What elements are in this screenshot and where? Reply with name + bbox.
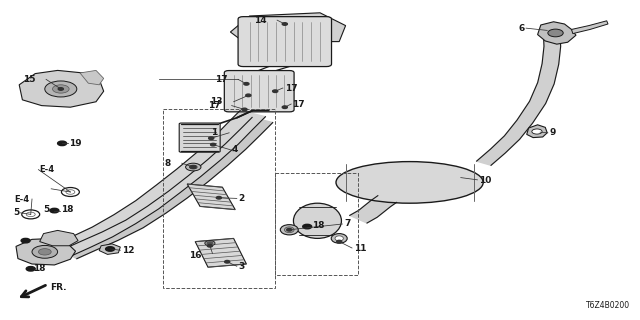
Circle shape	[273, 90, 278, 92]
Ellipse shape	[66, 190, 75, 194]
Text: 19: 19	[69, 139, 82, 148]
Text: 8: 8	[164, 159, 171, 168]
Ellipse shape	[332, 234, 348, 243]
Text: FR.: FR.	[50, 284, 67, 292]
Text: 1: 1	[211, 128, 218, 137]
Circle shape	[211, 143, 216, 146]
Polygon shape	[572, 21, 608, 34]
Circle shape	[189, 165, 197, 169]
Polygon shape	[19, 70, 104, 107]
Circle shape	[52, 85, 69, 93]
Circle shape	[242, 108, 247, 111]
Text: 6: 6	[518, 24, 525, 33]
Text: 3: 3	[238, 262, 244, 271]
Text: 7: 7	[344, 220, 351, 228]
Ellipse shape	[61, 188, 79, 196]
Circle shape	[21, 238, 30, 243]
Circle shape	[58, 88, 63, 90]
Ellipse shape	[26, 212, 35, 217]
Text: 17: 17	[292, 100, 305, 108]
Text: 18: 18	[61, 205, 74, 214]
Circle shape	[246, 94, 251, 97]
Polygon shape	[195, 238, 246, 267]
Text: 5: 5	[13, 208, 19, 217]
Circle shape	[532, 129, 542, 134]
Circle shape	[50, 208, 59, 213]
Circle shape	[548, 29, 563, 37]
Text: 16: 16	[189, 252, 202, 260]
Polygon shape	[187, 184, 236, 210]
Text: E-4: E-4	[40, 165, 55, 174]
Circle shape	[282, 23, 287, 25]
Circle shape	[32, 245, 58, 258]
Bar	[275, 173, 358, 275]
FancyBboxPatch shape	[179, 123, 220, 152]
FancyBboxPatch shape	[225, 71, 294, 112]
Circle shape	[337, 240, 342, 243]
Text: 2: 2	[238, 194, 244, 203]
Circle shape	[26, 267, 35, 271]
Circle shape	[205, 241, 215, 246]
Polygon shape	[230, 13, 346, 42]
Text: T6Z4B0200: T6Z4B0200	[586, 301, 630, 310]
Polygon shape	[538, 22, 576, 44]
Circle shape	[191, 166, 196, 168]
Circle shape	[38, 249, 51, 255]
Text: 10: 10	[479, 176, 491, 185]
Text: 11: 11	[354, 244, 367, 252]
Circle shape	[244, 83, 249, 85]
Polygon shape	[51, 110, 266, 256]
Text: 18: 18	[33, 264, 46, 273]
Circle shape	[282, 106, 287, 108]
Text: 5: 5	[44, 205, 50, 214]
Circle shape	[58, 141, 67, 146]
Circle shape	[207, 244, 212, 247]
Ellipse shape	[336, 162, 483, 203]
Circle shape	[225, 260, 230, 263]
Ellipse shape	[335, 236, 344, 241]
Polygon shape	[16, 238, 76, 265]
Circle shape	[216, 196, 221, 199]
Polygon shape	[527, 125, 547, 138]
Text: 15: 15	[22, 75, 35, 84]
Text: 17: 17	[214, 75, 227, 84]
Polygon shape	[350, 196, 397, 223]
Polygon shape	[61, 117, 273, 259]
Text: 13: 13	[210, 97, 223, 106]
Text: 14: 14	[253, 16, 266, 25]
Ellipse shape	[293, 203, 342, 238]
Text: 18: 18	[312, 221, 325, 230]
Text: 12: 12	[122, 246, 134, 255]
Circle shape	[207, 242, 212, 244]
Text: 17: 17	[285, 84, 298, 92]
Circle shape	[45, 81, 77, 97]
Circle shape	[209, 137, 214, 140]
Text: 17: 17	[208, 101, 221, 110]
Ellipse shape	[280, 225, 298, 235]
Ellipse shape	[285, 227, 294, 233]
Text: 4: 4	[232, 145, 238, 154]
Circle shape	[106, 247, 115, 251]
Circle shape	[287, 228, 292, 231]
Text: 9: 9	[549, 128, 556, 137]
FancyBboxPatch shape	[238, 17, 332, 67]
Circle shape	[186, 163, 201, 171]
Polygon shape	[80, 70, 104, 85]
Ellipse shape	[22, 210, 40, 219]
Polygon shape	[99, 244, 120, 254]
Polygon shape	[477, 32, 561, 165]
Circle shape	[303, 224, 312, 229]
Polygon shape	[40, 230, 78, 246]
Bar	[163, 109, 275, 288]
Text: E-4: E-4	[14, 195, 29, 204]
